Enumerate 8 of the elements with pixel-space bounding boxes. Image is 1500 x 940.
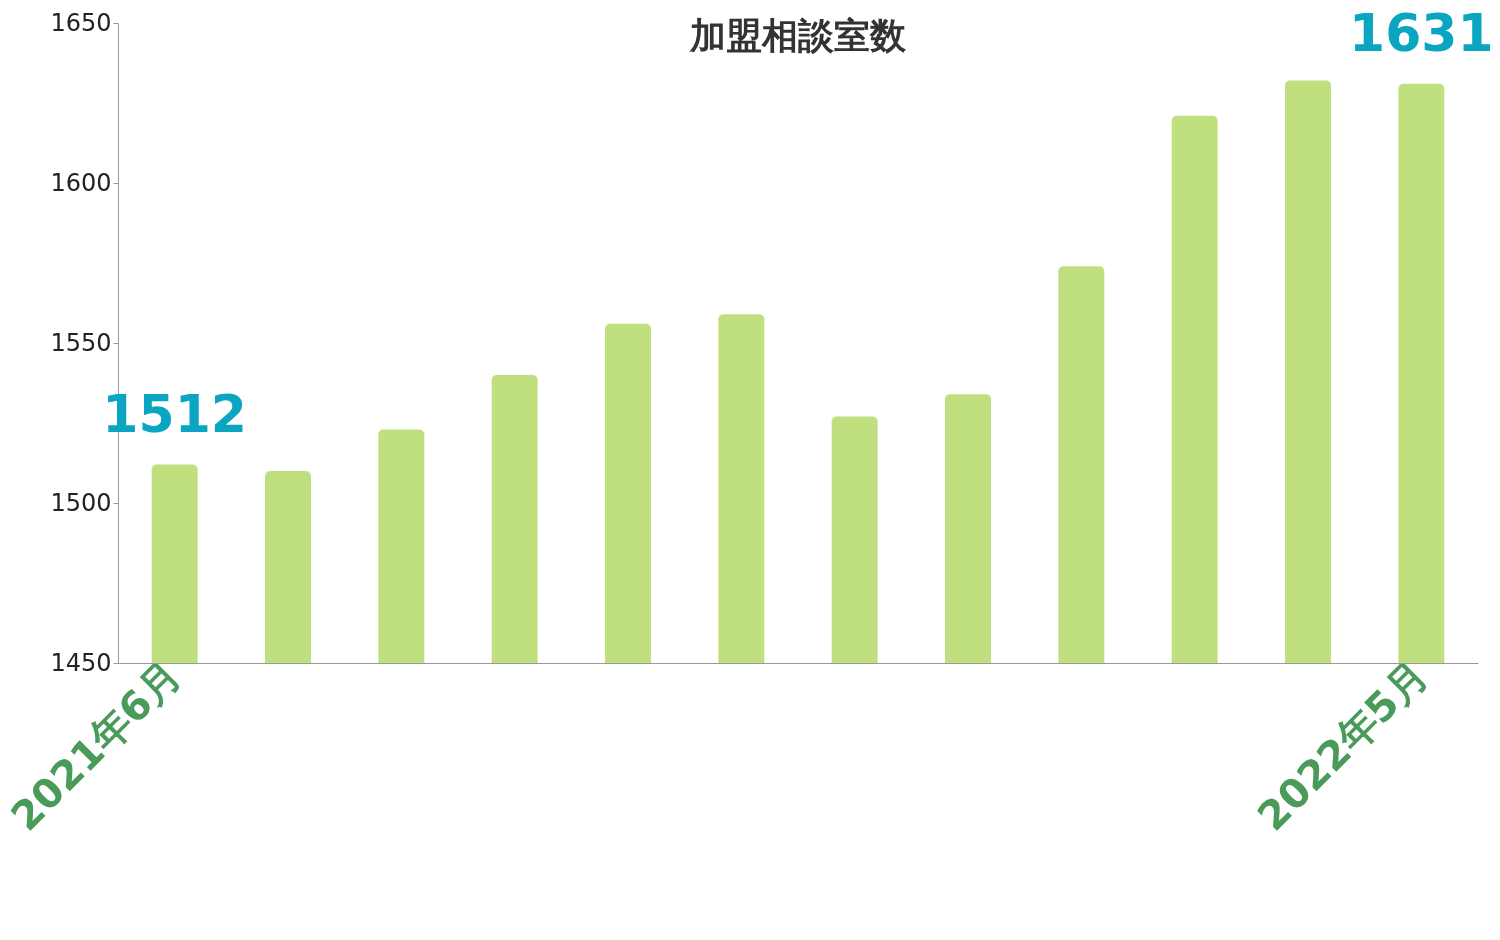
chart-title: 加盟相談室数 (689, 14, 907, 56)
y-tick-label: 1650 (50, 8, 112, 37)
data-label: 1631 (1348, 2, 1494, 63)
y-tick-label: 1500 (50, 488, 112, 517)
y-tick-label: 1550 (50, 328, 112, 357)
y-tick-label: 1450 (50, 648, 112, 677)
data-label: 1512 (102, 383, 248, 444)
y-tick-label: 1600 (50, 168, 112, 197)
